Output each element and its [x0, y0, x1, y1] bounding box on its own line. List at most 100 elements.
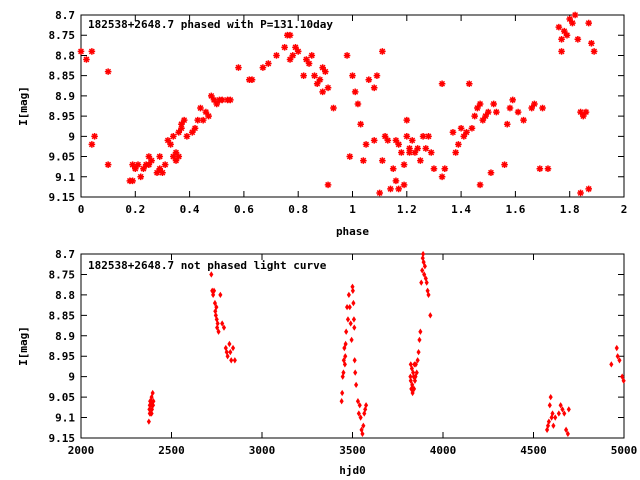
data-point	[501, 161, 508, 168]
data-point	[150, 402, 156, 409]
data-point	[273, 52, 280, 59]
y-tick-label: 8.85	[49, 70, 76, 83]
data-point	[609, 361, 614, 368]
data-point	[83, 56, 90, 63]
data-point	[370, 84, 378, 92]
data-point	[415, 357, 420, 364]
data-point	[370, 137, 378, 144]
data-point	[408, 137, 416, 144]
x-axis-label: hjd0	[339, 464, 366, 477]
data-point	[146, 418, 151, 425]
data-point	[360, 157, 367, 164]
data-point	[544, 165, 552, 172]
data-point	[134, 161, 142, 168]
data-point	[228, 348, 233, 356]
data-point	[409, 365, 414, 372]
x-tick-label: 1.8	[560, 203, 580, 216]
data-point	[381, 133, 389, 140]
data-point	[104, 68, 112, 75]
data-point	[355, 398, 360, 405]
data-point	[558, 35, 565, 43]
y-axis-label: I[mag]	[17, 326, 30, 366]
data-point	[343, 52, 351, 59]
data-point	[104, 161, 112, 168]
data-point	[232, 357, 237, 364]
data-point	[218, 291, 223, 299]
data-point	[281, 44, 288, 51]
data-point	[212, 299, 217, 307]
data-point	[553, 414, 558, 421]
data-point	[342, 361, 347, 368]
data-point	[403, 133, 411, 140]
data-point	[395, 141, 402, 148]
plot-frame	[80, 253, 625, 439]
data-point	[357, 120, 364, 128]
data-point	[227, 340, 232, 348]
data-point	[493, 108, 500, 116]
data-point	[199, 116, 207, 124]
data-point	[420, 267, 425, 274]
data-point	[159, 169, 166, 177]
data-point	[351, 316, 357, 323]
data-point	[354, 381, 359, 388]
data-point	[91, 133, 98, 140]
data-point	[149, 393, 154, 401]
data-point	[376, 189, 383, 197]
data-point	[582, 108, 590, 116]
y-tick-label: 8.9	[55, 90, 75, 103]
data-point	[487, 169, 495, 177]
data-point	[88, 141, 96, 148]
y-tick-label: 8.7	[55, 248, 75, 261]
data-point	[156, 153, 164, 160]
data-point	[360, 430, 365, 438]
x-tick-label: 2	[621, 203, 628, 216]
data-point	[221, 324, 227, 331]
data-point	[482, 112, 489, 120]
data-point	[408, 361, 413, 368]
x-tick-label: 0.6	[234, 203, 254, 216]
data-point	[400, 181, 408, 189]
data-point	[539, 104, 546, 112]
data-point	[341, 357, 346, 364]
data-point	[449, 128, 457, 136]
data-point	[558, 48, 565, 55]
data-point	[463, 128, 470, 136]
x-tick-label: 4000	[430, 444, 457, 457]
data-point	[406, 149, 413, 156]
data-point	[547, 402, 552, 409]
data-point	[520, 116, 527, 124]
data-point	[425, 133, 432, 140]
data-point	[460, 133, 468, 140]
data-point	[560, 27, 568, 35]
data-point	[211, 287, 217, 294]
data-point	[145, 161, 153, 168]
data-point	[344, 328, 349, 335]
data-point	[197, 104, 204, 112]
data-point	[392, 137, 400, 144]
data-point	[235, 64, 242, 71]
data-point	[452, 149, 459, 156]
data-point	[151, 398, 156, 405]
data-point	[506, 104, 514, 112]
data-point	[340, 389, 345, 397]
data-point	[191, 124, 199, 132]
data-point	[129, 177, 136, 185]
data-point	[361, 422, 366, 429]
data-point	[621, 377, 626, 384]
data-point	[213, 100, 221, 108]
y-tick-label: 9.05	[49, 151, 76, 164]
data-point	[194, 116, 202, 124]
data-point	[351, 88, 359, 96]
y-tick-label: 8.95	[49, 350, 76, 363]
data-point	[414, 369, 419, 376]
data-point	[514, 108, 522, 116]
data-point	[180, 116, 188, 124]
data-point	[545, 422, 551, 429]
data-point	[536, 165, 544, 172]
data-point	[313, 80, 321, 88]
data-point	[410, 389, 415, 397]
data-point	[406, 145, 413, 152]
data-point	[585, 19, 593, 27]
data-point	[588, 40, 595, 47]
data-point	[356, 410, 361, 417]
